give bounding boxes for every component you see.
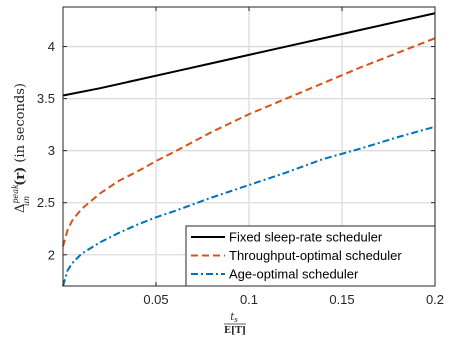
y-tick-label-2: 3 [48,143,55,158]
y-label-subscript: un [22,196,31,206]
y-label-symbol: Δ [13,204,28,213]
y-label-suffix: (in seconds) [13,83,28,163]
x-tick-label-3: 0.2 [426,292,444,307]
x-tick-label-2: 0.15 [329,292,354,307]
legend-box [185,225,436,287]
series-line-throughput-optimal [62,37,436,247]
y-tick-label-4: 4 [48,39,55,54]
series-line-fixed-sleep-rate [62,12,436,97]
legend-label-throughput-optimal: Throughput-optimal scheduler [229,248,402,263]
x-axis-label: ts E[T] [224,312,246,336]
x-tick-label-0: 0.05 [143,292,168,307]
y-label-superscript: peak [11,184,20,204]
legend-label-fixed-sleep-rate: Fixed sleep-rate scheduler [229,230,383,245]
y-axis-label: Δpeak un (r) (in seconds) [11,83,31,213]
y-label-argument: (r) [13,167,28,186]
x-axis-label-denominator: E[T] [224,326,246,336]
x-axis-label-numerator: ts [230,312,238,324]
legend-label-age-optimal: Age-optimal scheduler [229,267,359,282]
y-tick-label-3: 3.5 [37,91,55,106]
x-tick-label-1: 0.1 [240,292,258,307]
series-lines [62,12,436,287]
y-tick-label-0: 2 [48,247,55,262]
series-line-age-optimal [62,125,436,287]
y-tick-label-1: 2.5 [37,195,55,210]
axis-ticks: 0.05 0.1 0.15 0.2 2 2.5 3 3.5 4 [37,7,444,307]
legend: Fixed sleep-rate scheduler Throughput-op… [185,225,436,287]
